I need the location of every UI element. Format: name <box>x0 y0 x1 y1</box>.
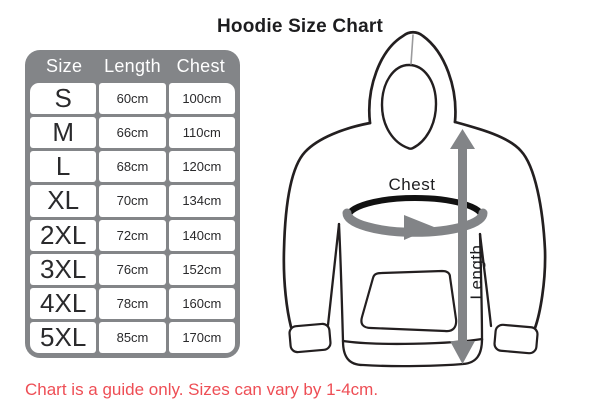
chest-cell: 110cm <box>168 117 235 149</box>
length-cell: 72cm <box>99 219 166 251</box>
hood-seam-line <box>410 34 414 65</box>
length-cell: 66cm <box>99 117 166 149</box>
chest-cell: 170cm <box>168 321 235 353</box>
page-title: Hoodie Size Chart <box>217 16 383 37</box>
size-cell: 2XL <box>30 219 97 251</box>
length-measure-label: Length <box>467 244 486 300</box>
chest-cell: 134cm <box>168 185 235 217</box>
length-cell: 68cm <box>99 151 166 183</box>
size-cell: 3XL <box>30 253 97 285</box>
size-cell: XL <box>30 185 97 217</box>
size-cell: L <box>30 151 97 183</box>
chest-girth-arrow-icon <box>342 195 488 240</box>
chest-cell: 160cm <box>168 287 235 319</box>
size-cell: 5XL <box>30 321 97 353</box>
length-cell: 70cm <box>99 185 166 217</box>
hoodie-outline <box>282 30 547 368</box>
chest-cell: 152cm <box>168 253 235 285</box>
chest-cell: 140cm <box>168 219 235 251</box>
table-body: S 60cm 100cm M 66cm 110cm L 68cm 120cm X… <box>30 83 235 353</box>
size-cell: S <box>30 83 97 115</box>
chest-measure-label: Chest <box>388 175 436 194</box>
length-cell: 76cm <box>99 253 166 285</box>
length-cell: 85cm <box>99 321 166 353</box>
length-arrow-icon <box>450 129 475 364</box>
chest-cell: 100cm <box>168 83 235 115</box>
table-header-row: Size Length Chest <box>30 50 235 83</box>
hoodie-illustration <box>282 30 547 368</box>
size-cell: M <box>30 117 97 149</box>
column-header-length: Length <box>104 56 161 76</box>
column-header-chest: Chest <box>176 56 226 76</box>
size-chart-table: Size Length Chest S 60cm 100cm M 66cm 11… <box>25 50 240 358</box>
size-cell: 4XL <box>30 287 97 319</box>
length-cell: 78cm <box>99 287 166 319</box>
chest-cell: 120cm <box>168 151 235 183</box>
length-cell: 60cm <box>99 83 166 115</box>
disclaimer-note: Chart is a guide only. Sizes can vary by… <box>25 380 379 399</box>
column-header-size: Size <box>46 56 83 76</box>
